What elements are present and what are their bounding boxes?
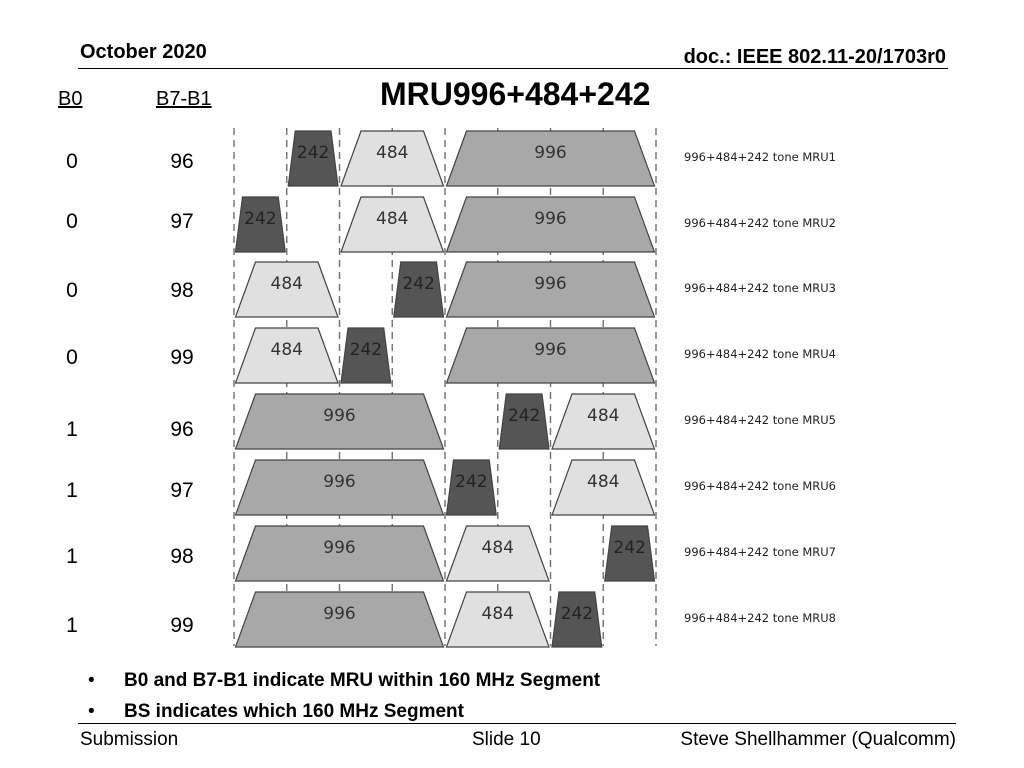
- bullet-text: B0 and B7-B1 indicate MRU within 160 MHz…: [124, 669, 601, 691]
- row-b0-value: 1: [66, 614, 78, 637]
- ru-size-label: 242: [297, 143, 329, 163]
- row-b0-value: 0: [66, 210, 78, 233]
- ru-size-label: 484: [376, 209, 408, 229]
- ru-size-label: 484: [482, 604, 514, 624]
- ru-size-label: 484: [271, 274, 303, 294]
- row-b7-b1-value: 99: [170, 614, 194, 637]
- footer-submission: Submission: [80, 729, 179, 750]
- ru-size-label: 996: [534, 274, 566, 294]
- ru-242-block: [340, 327, 392, 384]
- ru-242-block: [604, 525, 656, 582]
- bullet-dot-icon: •: [88, 700, 95, 722]
- bullet-item: • BS indicates which 160 MHz Segment: [88, 696, 600, 727]
- ru-size-label: 484: [587, 472, 619, 492]
- ru-size-label: 242: [508, 406, 540, 426]
- document-id: doc.: IEEE 802.11-20/1703r0: [683, 46, 946, 68]
- mru-row-label: 996+484+242 tone MRU8: [684, 611, 836, 625]
- ru-242-block: [234, 196, 286, 253]
- ru-size-label: 242: [244, 209, 276, 229]
- mru-row-label: 996+484+242 tone MRU6: [684, 479, 836, 493]
- ru-996-block: [445, 196, 656, 253]
- ru-size-label: 484: [482, 538, 514, 558]
- ru-size-label: 242: [455, 472, 487, 492]
- mru-row-label: 996+484+242 tone MRU4: [684, 347, 836, 361]
- footer-divider: [78, 723, 956, 724]
- ru-size-label: 996: [534, 143, 566, 163]
- ru-484-block: [551, 393, 656, 450]
- bullet-item: • B0 and B7-B1 indicate MRU within 160 M…: [88, 665, 600, 696]
- ru-996-block: [234, 393, 445, 450]
- ru-size-label: 996: [534, 209, 566, 229]
- row-b0-value: 0: [66, 346, 78, 369]
- row-b7-b1-value: 96: [170, 150, 194, 173]
- column-header-b7-b1: B7-B1: [156, 88, 212, 110]
- ru-size-label: 242: [561, 604, 593, 624]
- mru-row-label: 996+484+242 tone MRU7: [684, 545, 836, 559]
- ru-484-block: [340, 130, 445, 187]
- ru-242-block: [498, 393, 550, 450]
- bullet-dot-icon: •: [88, 669, 95, 691]
- ru-size-label: 242: [350, 340, 382, 360]
- row-b0-value: 1: [66, 479, 78, 502]
- ru-484-block: [551, 459, 656, 516]
- ru-size-label: 996: [323, 538, 355, 558]
- ru-484-block: [445, 591, 550, 648]
- ru-484-block: [340, 196, 445, 253]
- row-b7-b1-value: 97: [170, 210, 194, 233]
- bullet-text: BS indicates which 160 MHz Segment: [124, 700, 464, 722]
- mru-row-label: 996+484+242 tone MRU2: [684, 216, 836, 230]
- row-b7-b1-value: 98: [170, 279, 194, 302]
- ru-996-block: [234, 459, 445, 516]
- row-b0-value: 1: [66, 545, 78, 568]
- row-b7-b1-value: 98: [170, 545, 194, 568]
- ru-242-block: [287, 130, 339, 187]
- ru-484-block: [445, 525, 550, 582]
- ru-size-label: 996: [323, 604, 355, 624]
- ru-996-block: [445, 130, 656, 187]
- ru-size-label: 242: [402, 274, 434, 294]
- ru-996-block: [445, 327, 656, 384]
- ru-484-block: [234, 327, 339, 384]
- ru-484-block: [234, 261, 339, 318]
- ru-size-label: 484: [271, 340, 303, 360]
- ru-size-label: 996: [534, 340, 566, 360]
- row-b0-value: 0: [66, 150, 78, 173]
- footer-slide-number: Slide 10: [472, 729, 541, 750]
- ru-size-label: 484: [587, 406, 619, 426]
- ru-242-block: [445, 459, 497, 516]
- slide-title: MRU996+484+242: [380, 76, 651, 112]
- mru-row-label: 996+484+242 tone MRU1: [684, 150, 836, 164]
- column-header-b0: B0: [58, 88, 83, 110]
- header-date: October 2020: [80, 41, 207, 63]
- ru-size-label: 996: [323, 406, 355, 426]
- footer-author: Steve Shellhammer (Qualcomm): [680, 729, 956, 750]
- row-b7-b1-value: 97: [170, 479, 194, 502]
- ru-size-label: 996: [323, 472, 355, 492]
- ru-242-block: [393, 261, 445, 318]
- ru-996-block: [234, 525, 445, 582]
- ru-996-block: [445, 261, 656, 318]
- mru-row-label: 996+484+242 tone MRU5: [684, 413, 836, 427]
- row-b7-b1-value: 96: [170, 418, 194, 441]
- row-b0-value: 0: [66, 279, 78, 302]
- ru-996-block: [234, 591, 445, 648]
- row-b0-value: 1: [66, 418, 78, 441]
- bullet-list: • B0 and B7-B1 indicate MRU within 160 M…: [88, 665, 600, 727]
- ru-size-label: 242: [613, 538, 645, 558]
- ru-size-label: 484: [376, 143, 408, 163]
- mru-row-label: 996+484+242 tone MRU3: [684, 281, 836, 295]
- row-b7-b1-value: 99: [170, 346, 194, 369]
- header-divider: [78, 68, 948, 69]
- ru-242-block: [551, 591, 603, 648]
